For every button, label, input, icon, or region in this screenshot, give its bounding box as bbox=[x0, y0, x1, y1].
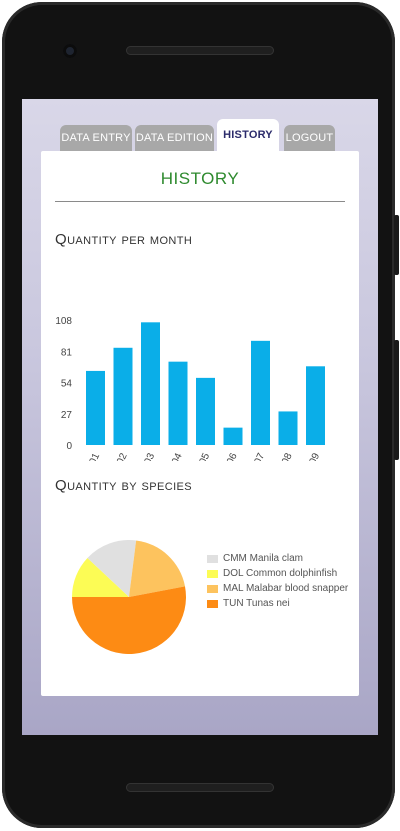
x-tick-label: 2018-06 bbox=[214, 451, 240, 461]
legend-label: TUN Tunas nei bbox=[223, 598, 290, 609]
tab-data-entry[interactable]: DATA ENTRY bbox=[60, 125, 132, 151]
tab-history[interactable]: HISTORY bbox=[217, 119, 279, 151]
page-title: HISTORY bbox=[160, 169, 240, 188]
pie-legend: CMM Manila clam DOL Common dolphinfish MAL… bbox=[207, 551, 357, 611]
bar-2018-04 bbox=[168, 361, 188, 445]
bar-2018-08 bbox=[278, 411, 298, 445]
x-tick-label: 2018-05 bbox=[187, 451, 213, 461]
top-speaker bbox=[126, 46, 274, 55]
front-camera bbox=[63, 44, 77, 58]
x-tick-label: 2018-01 bbox=[77, 451, 103, 461]
y-tick-label: 108 bbox=[55, 316, 72, 327]
legend-swatch bbox=[207, 554, 218, 563]
bar-2018-03 bbox=[141, 322, 160, 445]
bar-2018-05 bbox=[196, 377, 215, 445]
x-tick-label: 2018-03 bbox=[132, 451, 158, 461]
x-tick-label: 2018-07 bbox=[242, 451, 268, 461]
tab-data-edition[interactable]: DATA EDITION bbox=[135, 125, 214, 151]
title-divider bbox=[55, 201, 345, 202]
quantity-per-month-heading: Quantity per month bbox=[55, 231, 193, 248]
pie-chart bbox=[72, 540, 186, 654]
bar-2018-09 bbox=[306, 366, 325, 445]
bar-2018-02 bbox=[113, 347, 133, 445]
legend-item: MAL Malabar blood snapper bbox=[207, 581, 357, 596]
legend-swatch bbox=[207, 599, 218, 608]
legend-item: TUN Tunas nei bbox=[207, 596, 357, 611]
x-tick-label: 2018-02 bbox=[104, 451, 130, 461]
x-tick-label: 2018-04 bbox=[159, 451, 185, 461]
tab-logout[interactable]: LOGOUT bbox=[284, 125, 335, 151]
phone-frame: DATA ENTRY DATA EDITION HISTORY LOGOUT H… bbox=[2, 2, 395, 828]
power-button bbox=[394, 215, 399, 275]
bar-2018-01 bbox=[86, 370, 105, 445]
legend-item: CMM Manila clam bbox=[207, 551, 357, 566]
y-tick-label: 54 bbox=[61, 379, 73, 390]
bar-2018-07 bbox=[251, 340, 270, 445]
legend-item: DOL Common dolphinfish bbox=[207, 566, 357, 581]
y-tick-label: 0 bbox=[66, 441, 72, 452]
history-card: HISTORY Quantity per month 0 27 54 81 108 201… bbox=[41, 151, 359, 696]
y-tick-label: 27 bbox=[61, 410, 73, 421]
pie-slice-tun bbox=[72, 586, 186, 654]
volume-button bbox=[394, 340, 399, 460]
x-tick-label: 2018-08 bbox=[269, 451, 295, 461]
legend-label: MAL Malabar blood snapper bbox=[223, 583, 349, 594]
pie-slice-cmm bbox=[87, 540, 137, 597]
pie-slice-mal bbox=[129, 540, 185, 597]
legend-label: CMM Manila clam bbox=[223, 553, 304, 564]
bar-chart: 02754811082018-012018-022018-032018-0420… bbox=[55, 316, 325, 461]
y-tick-label: 81 bbox=[61, 347, 73, 358]
app-screen: DATA ENTRY DATA EDITION HISTORY LOGOUT H… bbox=[22, 99, 378, 735]
legend-swatch bbox=[207, 569, 218, 578]
bottom-speaker bbox=[126, 783, 274, 792]
tab-bar: DATA ENTRY DATA EDITION HISTORY LOGOUT bbox=[22, 99, 378, 159]
legend-label: DOL Common dolphinfish bbox=[223, 568, 338, 579]
x-tick-label: 2018-09 bbox=[297, 451, 323, 461]
bar-2018-06 bbox=[223, 427, 243, 445]
quantity-by-species-heading: Quantity by species bbox=[55, 477, 193, 494]
pie-slice-dol bbox=[72, 557, 129, 597]
legend-swatch bbox=[207, 584, 218, 593]
